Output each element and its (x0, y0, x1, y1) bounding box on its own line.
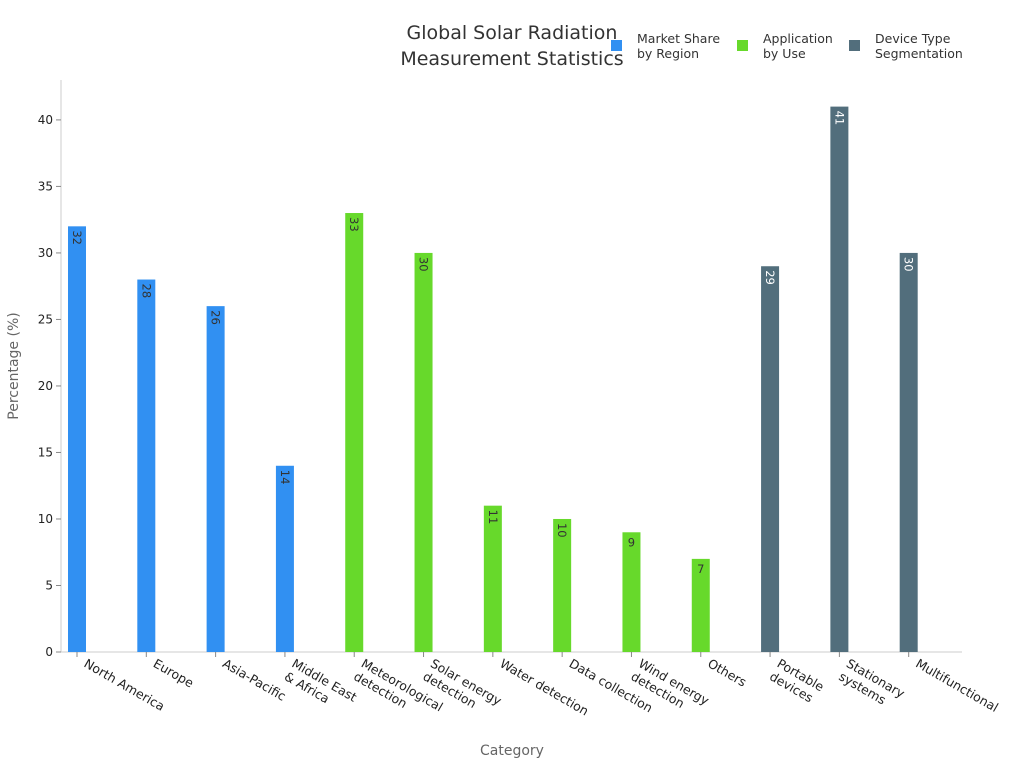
data-label: 26 (209, 310, 223, 325)
data-label: 32 (70, 230, 84, 245)
bar (830, 106, 849, 652)
y-tick-label: 15 (38, 445, 53, 459)
data-label: 30 (417, 257, 431, 272)
bar (206, 306, 225, 652)
x-tick-label: Middle East& Africa (282, 656, 360, 718)
legend-label-line: Segmentation (875, 46, 963, 61)
x-axis-title: Category (480, 743, 544, 759)
data-label: 29 (763, 270, 777, 285)
bar (68, 226, 86, 653)
x-tick-label-line: Asia-Pacific (220, 656, 289, 704)
y-tick-label: 20 (38, 379, 53, 393)
legend-label: Application by Use (763, 31, 833, 61)
legend-swatch (737, 40, 748, 51)
bar (414, 252, 433, 652)
legend-label-line: by Use (763, 46, 806, 61)
y-tick-label: 25 (38, 312, 53, 326)
bar (691, 558, 710, 652)
bar (137, 279, 156, 652)
y-tick-label: 35 (38, 179, 53, 193)
data-label: 9 (628, 535, 635, 549)
data-label: 7 (697, 562, 704, 576)
y-tick-label: 30 (38, 246, 53, 260)
data-label: 41 (832, 111, 846, 126)
data-label: 14 (278, 470, 292, 485)
y-tick-label: 10 (38, 512, 53, 526)
x-tick-label: Europe (151, 656, 197, 691)
bar (622, 532, 641, 652)
legend-label: Market Share by Region (637, 31, 720, 61)
x-tick-label: Asia-Pacific (220, 656, 289, 704)
x-tick-label: Multifunctional (913, 656, 1001, 715)
legend-item: Device Type Segmentation (849, 31, 963, 61)
bar (899, 252, 918, 652)
bar (345, 213, 364, 652)
legend-label-line: Market Share (637, 31, 720, 46)
x-tick-label: Solar energydetection (421, 656, 505, 722)
bar (761, 266, 780, 652)
x-tick-label: Others (705, 656, 749, 690)
legend-item: Market Share by Region (611, 31, 720, 61)
y-tick-label: 0 (45, 645, 53, 659)
legend-swatch (611, 40, 622, 51)
x-tick-label-line: Multifunctional (913, 656, 1001, 715)
chart-title: Global Solar Radiation Measurement Stati… (400, 22, 623, 70)
legend: Market Share by Region Application by Use De… (611, 31, 963, 61)
data-label: 11 (486, 510, 500, 525)
bars (68, 106, 918, 653)
data-label: 28 (139, 284, 153, 299)
data-labels: 32 28 26 14 33 30 11 10 9 7 29 41 30 (70, 111, 916, 576)
x-tick-label: Portabledevices (767, 656, 827, 708)
x-tick-label-line: Europe (151, 656, 197, 691)
legend-label-line: Application (763, 31, 833, 46)
y-axis-title: Percentage (%) (6, 312, 22, 419)
y-axis: 0 5 10 15 20 25 30 35 40 (38, 80, 62, 659)
x-tick-label: Stationarysystems (836, 656, 907, 715)
legend-swatch (849, 40, 860, 51)
x-tick-label-line: Others (705, 656, 749, 690)
y-tick-label: 40 (38, 113, 53, 127)
legend-label-line: Device Type (875, 31, 951, 46)
data-label: 33 (347, 217, 361, 232)
legend-label: Device Type Segmentation (875, 31, 963, 61)
bar (483, 505, 502, 652)
y-tick-label: 5 (45, 578, 53, 592)
bar (553, 518, 572, 652)
data-label: 30 (902, 257, 916, 272)
legend-item: Application by Use (737, 31, 833, 61)
data-label: 10 (555, 523, 569, 538)
legend-label-line: by Region (637, 46, 699, 61)
bar (275, 465, 294, 652)
chart-title-line-1: Global Solar Radiation (407, 22, 618, 44)
chart-title-line-2: Measurement Statistics (400, 48, 623, 70)
